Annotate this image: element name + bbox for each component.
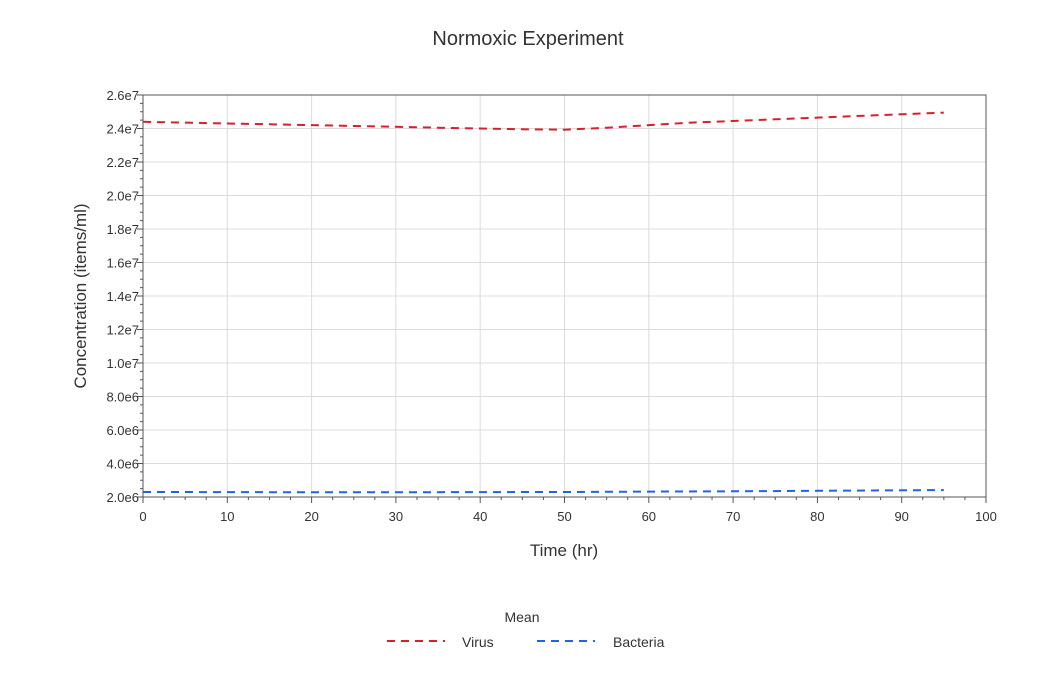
y-tick-label: 1.6e7: [106, 256, 139, 271]
y-tick-label: 1.4e7: [106, 289, 139, 304]
y-tick-label: 8.0e6: [106, 390, 139, 405]
x-axis-title: Time (hr): [530, 541, 598, 560]
x-tick-label: 70: [726, 509, 740, 524]
y-tick-label: 2.0e7: [106, 189, 139, 204]
legend-item-virus[interactable]: Virus: [387, 634, 494, 650]
x-tick-label: 50: [557, 509, 571, 524]
legend: Mean Virus Bacteria: [387, 609, 665, 650]
y-tick-label: 2.2e7: [106, 155, 139, 170]
series-line-virus[interactable]: [142, 111, 944, 131]
x-tick-label: 30: [389, 509, 403, 524]
x-tick-label: 60: [642, 509, 656, 524]
plot-area-frame: [142, 94, 987, 498]
y-tick-label: 1.2e7: [106, 323, 139, 338]
legend-title: Mean: [504, 609, 539, 625]
x-tick-label: 20: [304, 509, 318, 524]
series-layer: [142, 111, 944, 494]
y-tick-label: 6.0e6: [106, 423, 139, 438]
x-tick-label: 0: [139, 509, 146, 524]
y-tick-label: 4.0e6: [106, 457, 139, 472]
legend-item-bacteria[interactable]: Bacteria: [537, 634, 665, 650]
x-tick-label: 10: [220, 509, 234, 524]
y-tick-label: 2.6e7: [106, 88, 139, 103]
x-tick-label: 80: [810, 509, 824, 524]
label-layer: Normoxic Experiment Time (hr) Concentrat…: [71, 28, 624, 560]
x-tick-label: 100: [975, 509, 997, 524]
axis-layer: 2.0e6 4.0e6 6.0e6 8.0e6 1.0e7 1.2e7 1.4e7 1.6e7…: [106, 88, 996, 524]
series-line-bacteria[interactable]: [142, 489, 944, 494]
grid-layer: [142, 94, 987, 498]
y-tick-label: 2.4e7: [106, 122, 139, 137]
legend-label-bacteria: Bacteria: [613, 634, 665, 650]
x-tick-label: 40: [473, 509, 487, 524]
y-axis-title: Concentration (items/ml): [71, 203, 90, 388]
y-tick-label: 2.0e6: [106, 490, 139, 505]
y-tick-label: 1.0e7: [106, 356, 139, 371]
legend-label-virus: Virus: [462, 634, 494, 650]
chart-title: Normoxic Experiment: [432, 28, 624, 50]
x-tick-label: 90: [894, 509, 908, 524]
y-tick-label: 1.8e7: [106, 222, 139, 237]
